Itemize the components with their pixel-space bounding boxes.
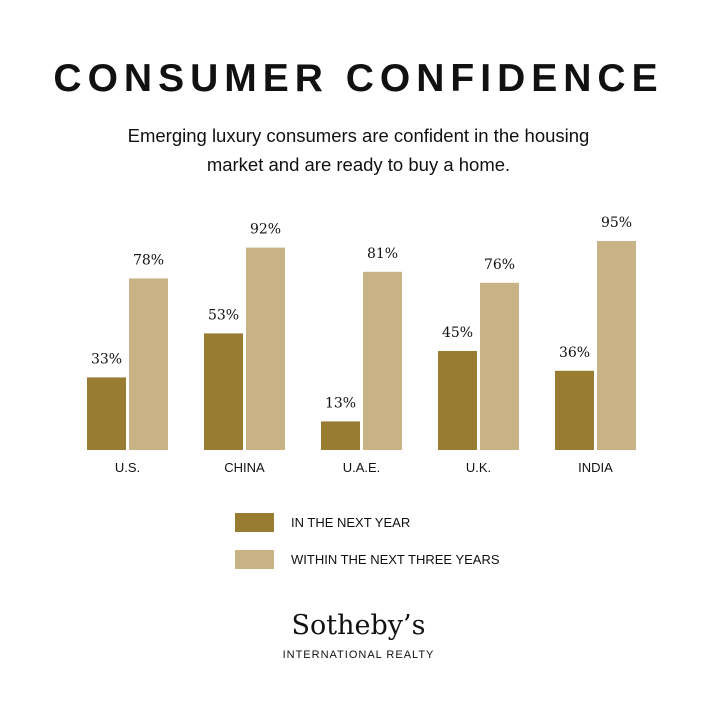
legend-swatch-next-year [235,512,274,532]
bar-next-year-4 [555,370,594,450]
bar-three-years-4 [597,241,636,450]
data-label-three-years-1: 92% [250,222,281,238]
data-label-next-year-4: 36% [559,345,590,361]
category-label-1: CHINA [224,460,265,475]
bar-three-years-3 [480,282,519,450]
bar-next-year-2 [321,421,360,450]
category-label-4: INDIA [578,460,613,475]
bar-chart: 33% 78% U.S. 53% 92% CHINA 13% 81% U.A.E. 45% 76% U… [87,215,636,475]
brand-tagline: INTERNATIONAL REALTY [282,649,435,661]
chart-legend: IN THE NEXT YEAR WITHIN THE NEXT THREE Y… [235,511,500,585]
brand-name: Sotheby’s [291,610,426,641]
data-label-three-years-3: 76% [484,257,515,273]
data-label-three-years-0: 78% [133,252,164,268]
page-title: CONSUMER CONFIDENCE [53,57,664,100]
bar-three-years-2 [363,271,402,450]
data-label-three-years-4: 95% [601,215,632,231]
legend-swatch-three-years [235,549,274,569]
legend-item-three-years: WITHIN THE NEXT THREE YEARS [235,548,500,570]
data-label-next-year-1: 53% [208,307,239,323]
legend-item-next-year: IN THE NEXT YEAR [235,511,500,533]
bar-next-year-3 [438,351,477,450]
page-subtitle: Emerging luxury consumers are confident … [127,125,590,175]
category-label-2: U.A.E. [343,460,381,475]
brand-logo: Sotheby’s INTERNATIONAL REALTY [0,609,717,661]
bar-next-year-1 [204,333,243,450]
category-label-0: U.S. [115,460,140,475]
bar-three-years-0 [129,278,168,450]
data-label-next-year-2: 13% [325,395,356,411]
legend-label-three-years: WITHIN THE NEXT THREE YEARS [291,551,500,567]
category-label-3: U.K. [466,460,491,475]
data-label-three-years-2: 81% [367,246,398,262]
bar-next-year-0 [87,377,126,450]
bar-three-years-1 [246,247,285,450]
legend-label-next-year: IN THE NEXT YEAR [291,514,411,530]
data-label-next-year-3: 45% [442,325,473,341]
data-label-next-year-0: 33% [91,351,122,367]
